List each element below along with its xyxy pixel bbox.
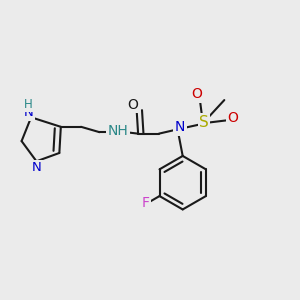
- Text: O: O: [128, 98, 139, 112]
- Text: N: N: [175, 120, 185, 134]
- Text: N: N: [32, 161, 41, 174]
- Text: S: S: [199, 115, 209, 130]
- Text: NH: NH: [108, 124, 129, 138]
- Text: O: O: [227, 111, 238, 125]
- Text: N: N: [24, 106, 34, 119]
- Text: F: F: [142, 196, 150, 210]
- Text: O: O: [191, 87, 203, 101]
- Text: H: H: [24, 98, 33, 111]
